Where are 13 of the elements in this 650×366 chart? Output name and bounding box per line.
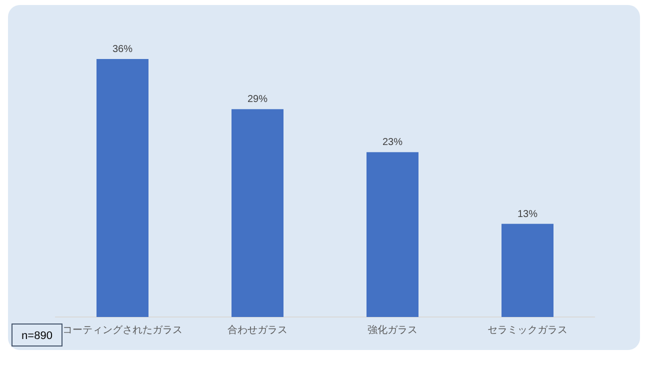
data-label: 36% <box>112 44 133 55</box>
data-label: 29% <box>247 94 268 106</box>
text: n=890 <box>22 330 52 342</box>
x-tick-label: 強化ガラス <box>368 324 418 336</box>
x-tick-label: 合わせガラス <box>228 324 288 336</box>
bar <box>366 152 418 317</box>
x-tick-label: コーティングされたガラス <box>62 325 182 336</box>
bar <box>502 224 554 317</box>
data-label: 13% <box>517 208 538 220</box>
bar <box>232 109 284 317</box>
data-label: 23% <box>382 137 403 148</box>
bar <box>96 59 148 317</box>
x-tick-label: セラミックガラス <box>488 325 568 336</box>
